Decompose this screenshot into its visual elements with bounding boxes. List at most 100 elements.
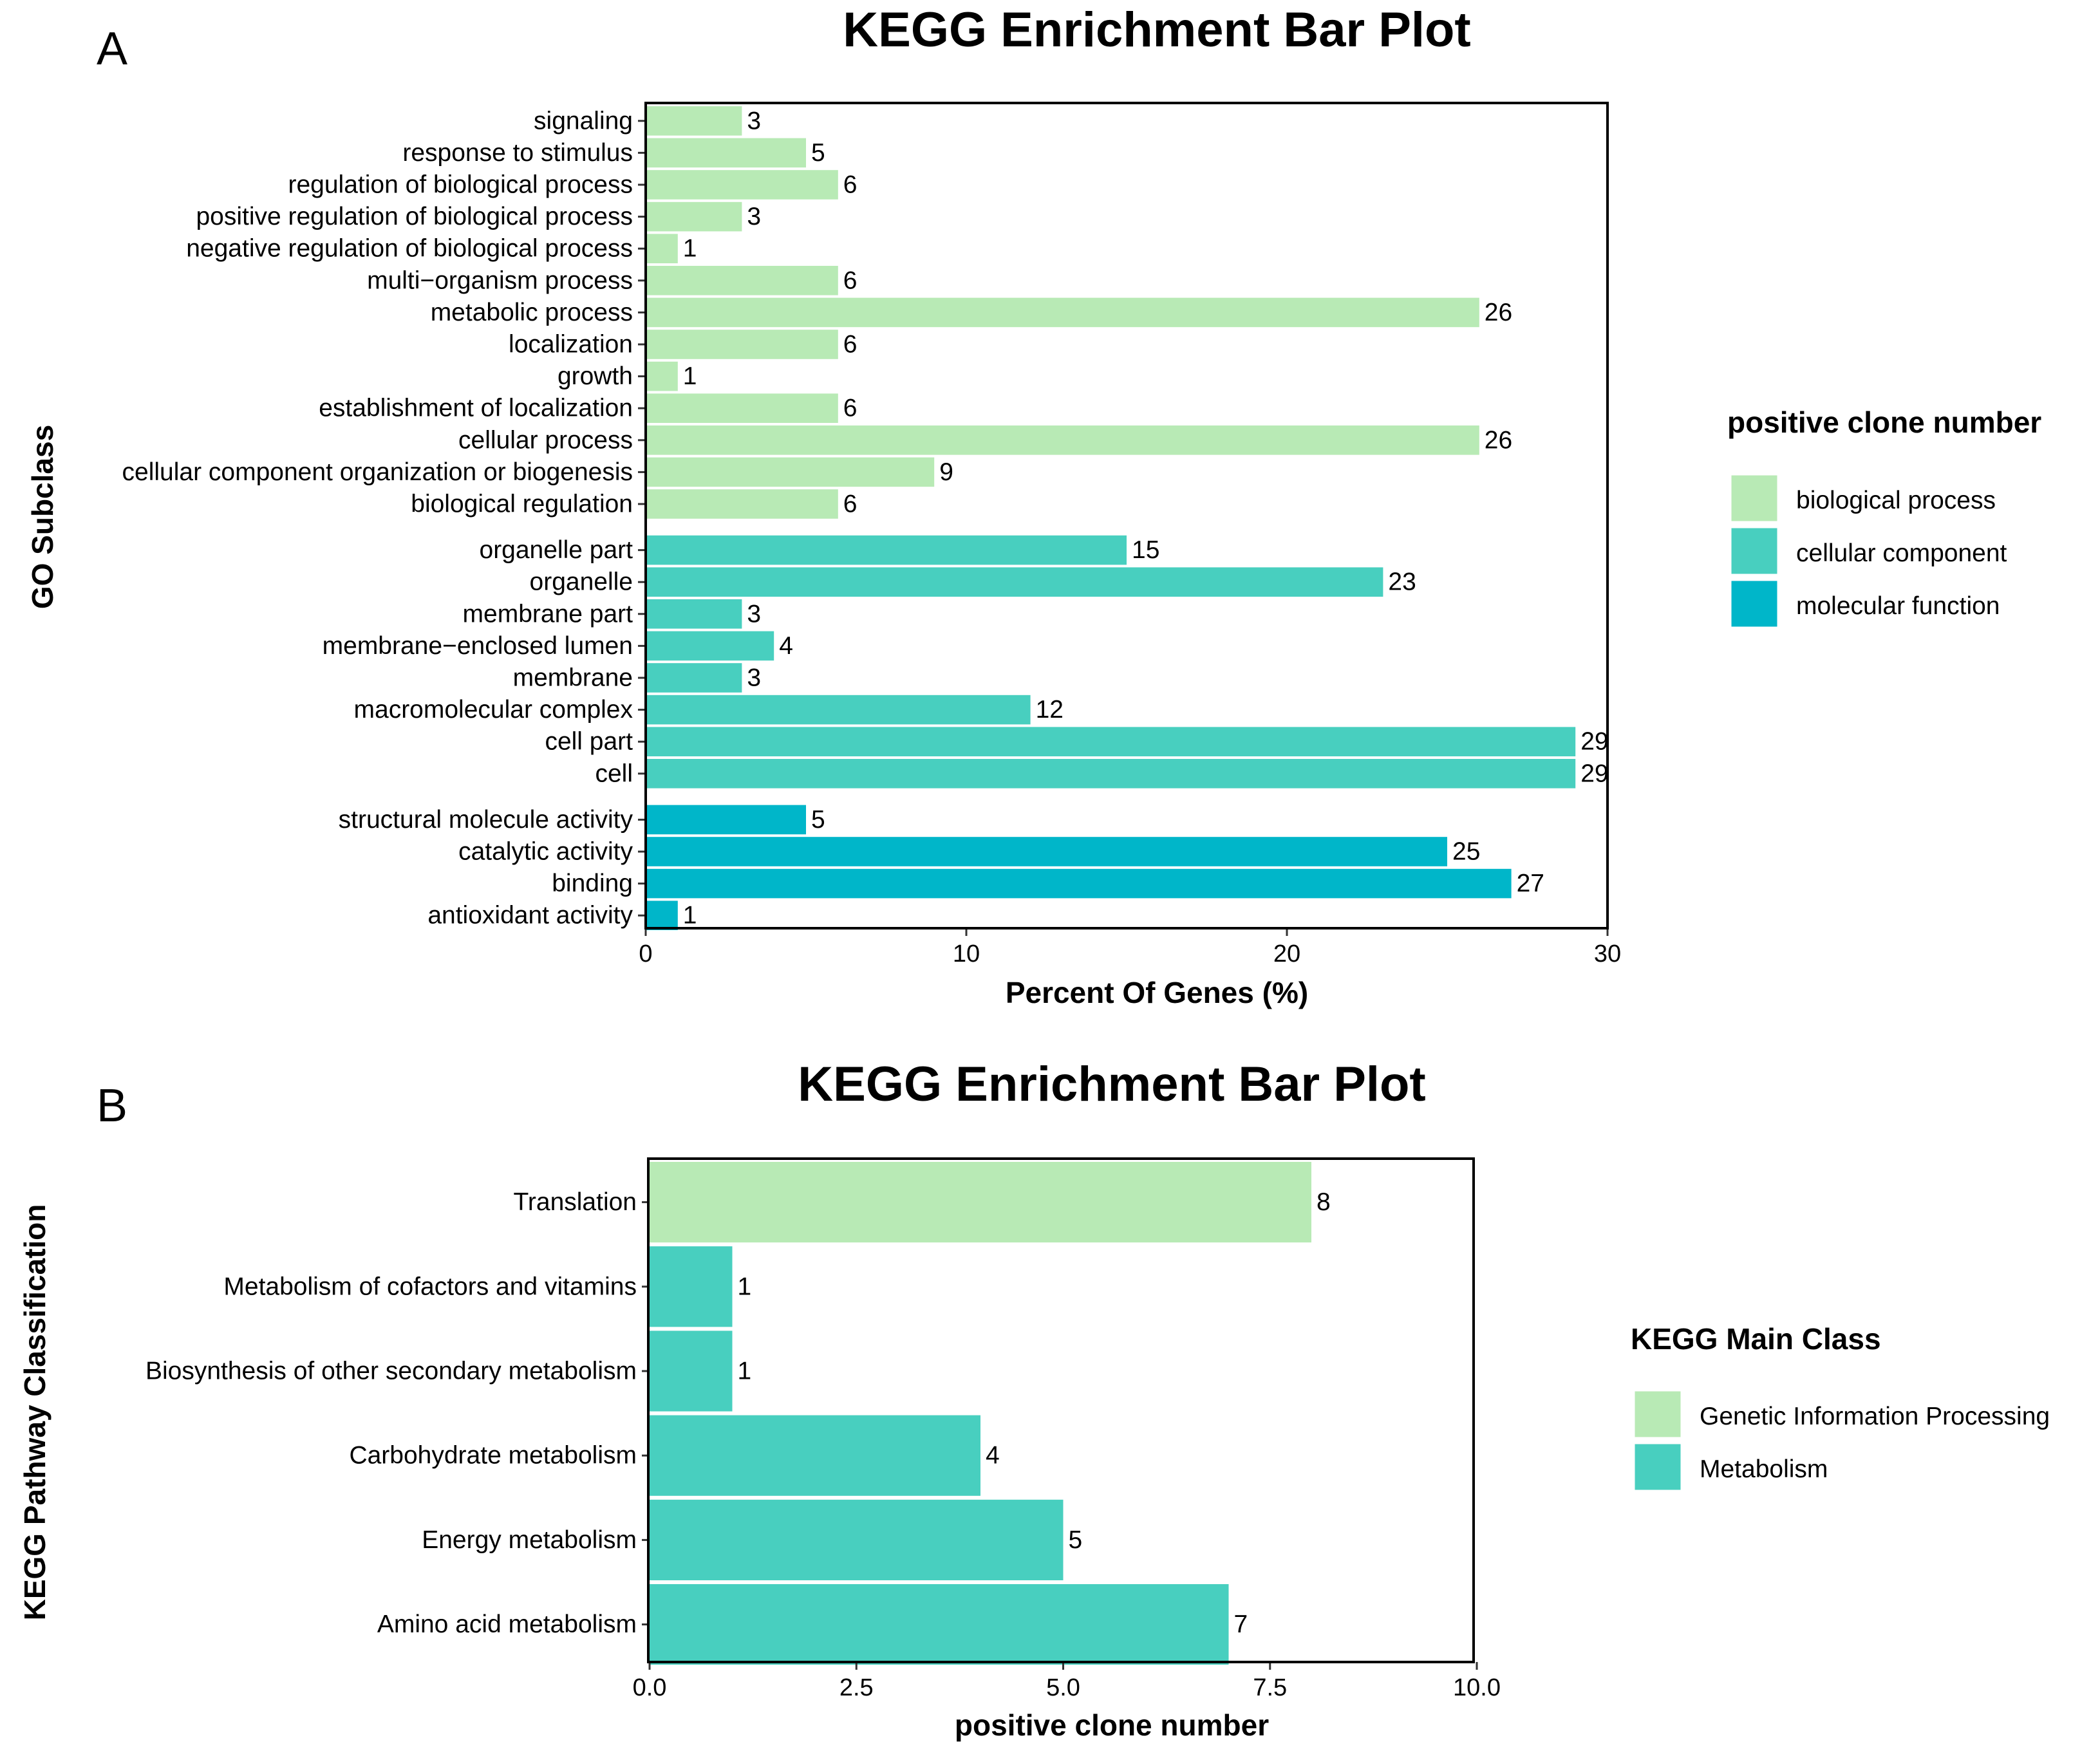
panel-a-value-label-establishment-of-localization: 6 (843, 395, 858, 422)
panel-b-plot-area: Translation 8 Metabolism of cofactors and … (145, 1162, 1501, 1701)
panel-b-bar-carbohydrate-metabolism (650, 1415, 980, 1496)
panel-a-x-tick-label-20: 20 (1273, 940, 1300, 967)
panel-a-title: KEGG Enrichment Bar Plot (843, 3, 1471, 57)
panel-a-bar-cell-part (646, 727, 1575, 756)
panel-b-x-tick-label-7-5: 7.5 (1253, 1674, 1287, 1701)
panel-a-bar-membrane-part (646, 599, 742, 629)
legend-label-cellular-component: cellular component (1796, 539, 2007, 567)
panel-a-bar-cellular-component-organization-or-biogenesis (646, 458, 934, 487)
panel-b-value-label-translation: 8 (1317, 1188, 1331, 1216)
panel-b-category-label-translation: Translation (514, 1188, 637, 1216)
panel-a-category-label-signaling: signaling (534, 107, 633, 135)
panel-b-y-axis-title: KEGG Pathway Classification (18, 1204, 52, 1621)
panel-b-x-axis-title: positive clone number (955, 1708, 1269, 1742)
panel-a-legend: positive clone number biological process… (1727, 406, 2041, 628)
legend-swatch-cellular-component (1730, 527, 1778, 575)
panel-a-bar-biological-regulation (646, 489, 838, 519)
panel-a-bar-membrane-enclosed-lumen (646, 631, 774, 661)
panel-a-value-label-positive-regulation-of-biological-process: 3 (747, 203, 761, 230)
legend-swatch-metabolism (1634, 1443, 1682, 1491)
panel-a-category-label-regulation-of-biological-process: regulation of biological process (288, 171, 633, 199)
panel-a-value-label-cellular-component-organization-or-biogenesis: 9 (939, 458, 953, 486)
panel-a-category-label-cellular-component-organization-or-biogenesis: cellular component organization or bioge… (122, 458, 633, 486)
panel-a-value-label-response-to-stimulus: 5 (811, 139, 825, 167)
panel-b: B KEGG Enrichment Bar Plot KEGG Pathway … (18, 1057, 2050, 1742)
panel-a-value-label-structural-molecule-activity: 5 (811, 806, 825, 834)
panel-a-value-label-binding: 27 (1517, 870, 1544, 897)
panel-a-value-label-metabolic-process: 26 (1485, 299, 1512, 326)
panel-b-category-label-amino-acid-metabolism: Amino acid metabolism (377, 1611, 637, 1638)
panel-a-bar-catalytic-activity (646, 837, 1447, 866)
panel-b-category-label-metabolism-of-cofactors-and-vitamins: Metabolism of cofactors and vitamins (223, 1273, 637, 1300)
panel-a-x-axis-title: Percent Of Genes (%) (1006, 976, 1308, 1009)
panel-a-category-label-membrane: membrane (513, 664, 633, 692)
panel-a-category-label-cell-part: cell part (545, 728, 633, 756)
panel-b-legend-title: KEGG Main Class (1631, 1322, 1881, 1356)
panel-a-bar-antioxidant-activity (646, 901, 678, 930)
panel-a-category-label-multi-organism-process: multi−organism process (367, 266, 633, 294)
legend-label-biological-process: biological process (1796, 487, 1996, 514)
legend-swatch-biological-process (1730, 474, 1778, 522)
panel-a-value-label-signaling: 3 (747, 107, 761, 135)
panel-a-bar-organelle (646, 567, 1383, 597)
panel-a-bar-organelle-part (646, 536, 1127, 565)
panel-a-category-label-biological-regulation: biological regulation (411, 490, 633, 518)
panel-b-x-tick-label-10-0: 10.0 (1453, 1674, 1501, 1701)
panel-b-bar-metabolism-of-cofactors-and-vitamins (650, 1246, 733, 1327)
panel-a-value-label-cellular-process: 26 (1485, 426, 1512, 454)
panel-a-bar-structural-molecule-activity (646, 805, 806, 835)
panel-a-category-label-organelle: organelle (530, 568, 633, 596)
panel-a-category-label-establishment-of-localization: establishment of localization (319, 395, 633, 422)
panel-b-category-label-carbohydrate-metabolism: Carbohydrate metabolism (349, 1442, 637, 1470)
figure: A KEGG Enrichment Bar Plot GO Subclass P… (0, 0, 2100, 1756)
panel-a-category-label-cellular-process: cellular process (458, 426, 633, 454)
panel-a-category-label-localization: localization (509, 331, 633, 359)
panel-a-bar-cellular-process (646, 425, 1479, 455)
panel-a-category-label-growth: growth (558, 362, 633, 390)
panel-a-value-label-multi-organism-process: 6 (843, 266, 858, 294)
panel-a-category-label-positive-regulation-of-biological-process: positive regulation of biological proces… (196, 203, 633, 230)
panel-a-bar-cell (646, 759, 1575, 789)
panel-a-value-label-organelle: 23 (1388, 568, 1416, 596)
panel-a-value-label-negative-regulation-of-biological-process: 1 (683, 235, 697, 263)
panel-a-value-label-growth: 1 (683, 362, 697, 390)
panel-a-category-label-response-to-stimulus: response to stimulus (402, 139, 633, 167)
panel-a-bar-multi-organism-process (646, 266, 838, 295)
legend-label-molecular-function: molecular function (1796, 592, 2000, 620)
panel-a-bar-binding (646, 869, 1512, 899)
legend-label-genetic-information-processing: Genetic Information Processing (1700, 1403, 2050, 1430)
legend-swatch-molecular-function (1730, 580, 1778, 628)
panel-b-value-label-metabolism-of-cofactors-and-vitamins: 1 (738, 1273, 752, 1300)
panel-b-legend: KEGG Main Class Genetic Information Proc… (1631, 1322, 2050, 1491)
panel-a-value-label-membrane: 3 (747, 664, 761, 692)
panel-a-value-label-localization: 6 (843, 331, 858, 359)
panel-a-category-label-cell: cell (595, 760, 633, 787)
panel-a-bar-membrane (646, 663, 742, 693)
panel-b-value-label-carbohydrate-metabolism: 4 (986, 1442, 1000, 1470)
panel-a-bar-positive-regulation-of-biological-process (646, 202, 742, 232)
panel-a-bar-regulation-of-biological-process (646, 170, 838, 200)
panel-a-x-tick-label-30: 30 (1594, 940, 1621, 967)
panel-b-x-tick-label-0-0: 0.0 (633, 1674, 667, 1701)
panel-a-category-label-macromolecular-complex: macromolecular complex (354, 696, 633, 724)
panel-b-bar-energy-metabolism (650, 1500, 1064, 1580)
panel-a-value-label-biological-regulation: 6 (843, 490, 858, 518)
panel-b-title: KEGG Enrichment Bar Plot (798, 1057, 1426, 1112)
panel-b-category-label-biosynthesis-of-other-secondary-metabolism: Biosynthesis of other secondary metaboli… (145, 1358, 637, 1385)
panel-a-value-label-macromolecular-complex: 12 (1036, 696, 1064, 724)
panel-b-bar-biosynthesis-of-other-secondary-metabolism (650, 1331, 733, 1411)
panel-a-category-label-antioxidant-activity: antioxidant activity (427, 902, 633, 929)
panel-a-value-label-membrane-part: 3 (747, 600, 761, 628)
panel-a-x-tick-label-0: 0 (639, 940, 652, 967)
panel-a-x-tick-label-10: 10 (953, 940, 980, 967)
panel-a-legend-title: positive clone number (1727, 406, 2041, 439)
legend-swatch-genetic-information-processing (1634, 1390, 1682, 1438)
panel-a-category-label-catalytic-activity: catalytic activity (458, 838, 633, 866)
panel-a-bar-localization (646, 330, 838, 359)
panel-a-category-label-membrane-enclosed-lumen: membrane−enclosed lumen (323, 632, 633, 660)
panel-b-x-tick-label-2-5: 2.5 (839, 1674, 874, 1701)
panel-a-y-axis-title: GO Subclass (26, 425, 59, 609)
panel-a-category-label-organelle-part: organelle part (480, 536, 633, 564)
panel-b-bar-translation (650, 1162, 1311, 1242)
panel-a-category-label-metabolic-process: metabolic process (431, 299, 633, 326)
